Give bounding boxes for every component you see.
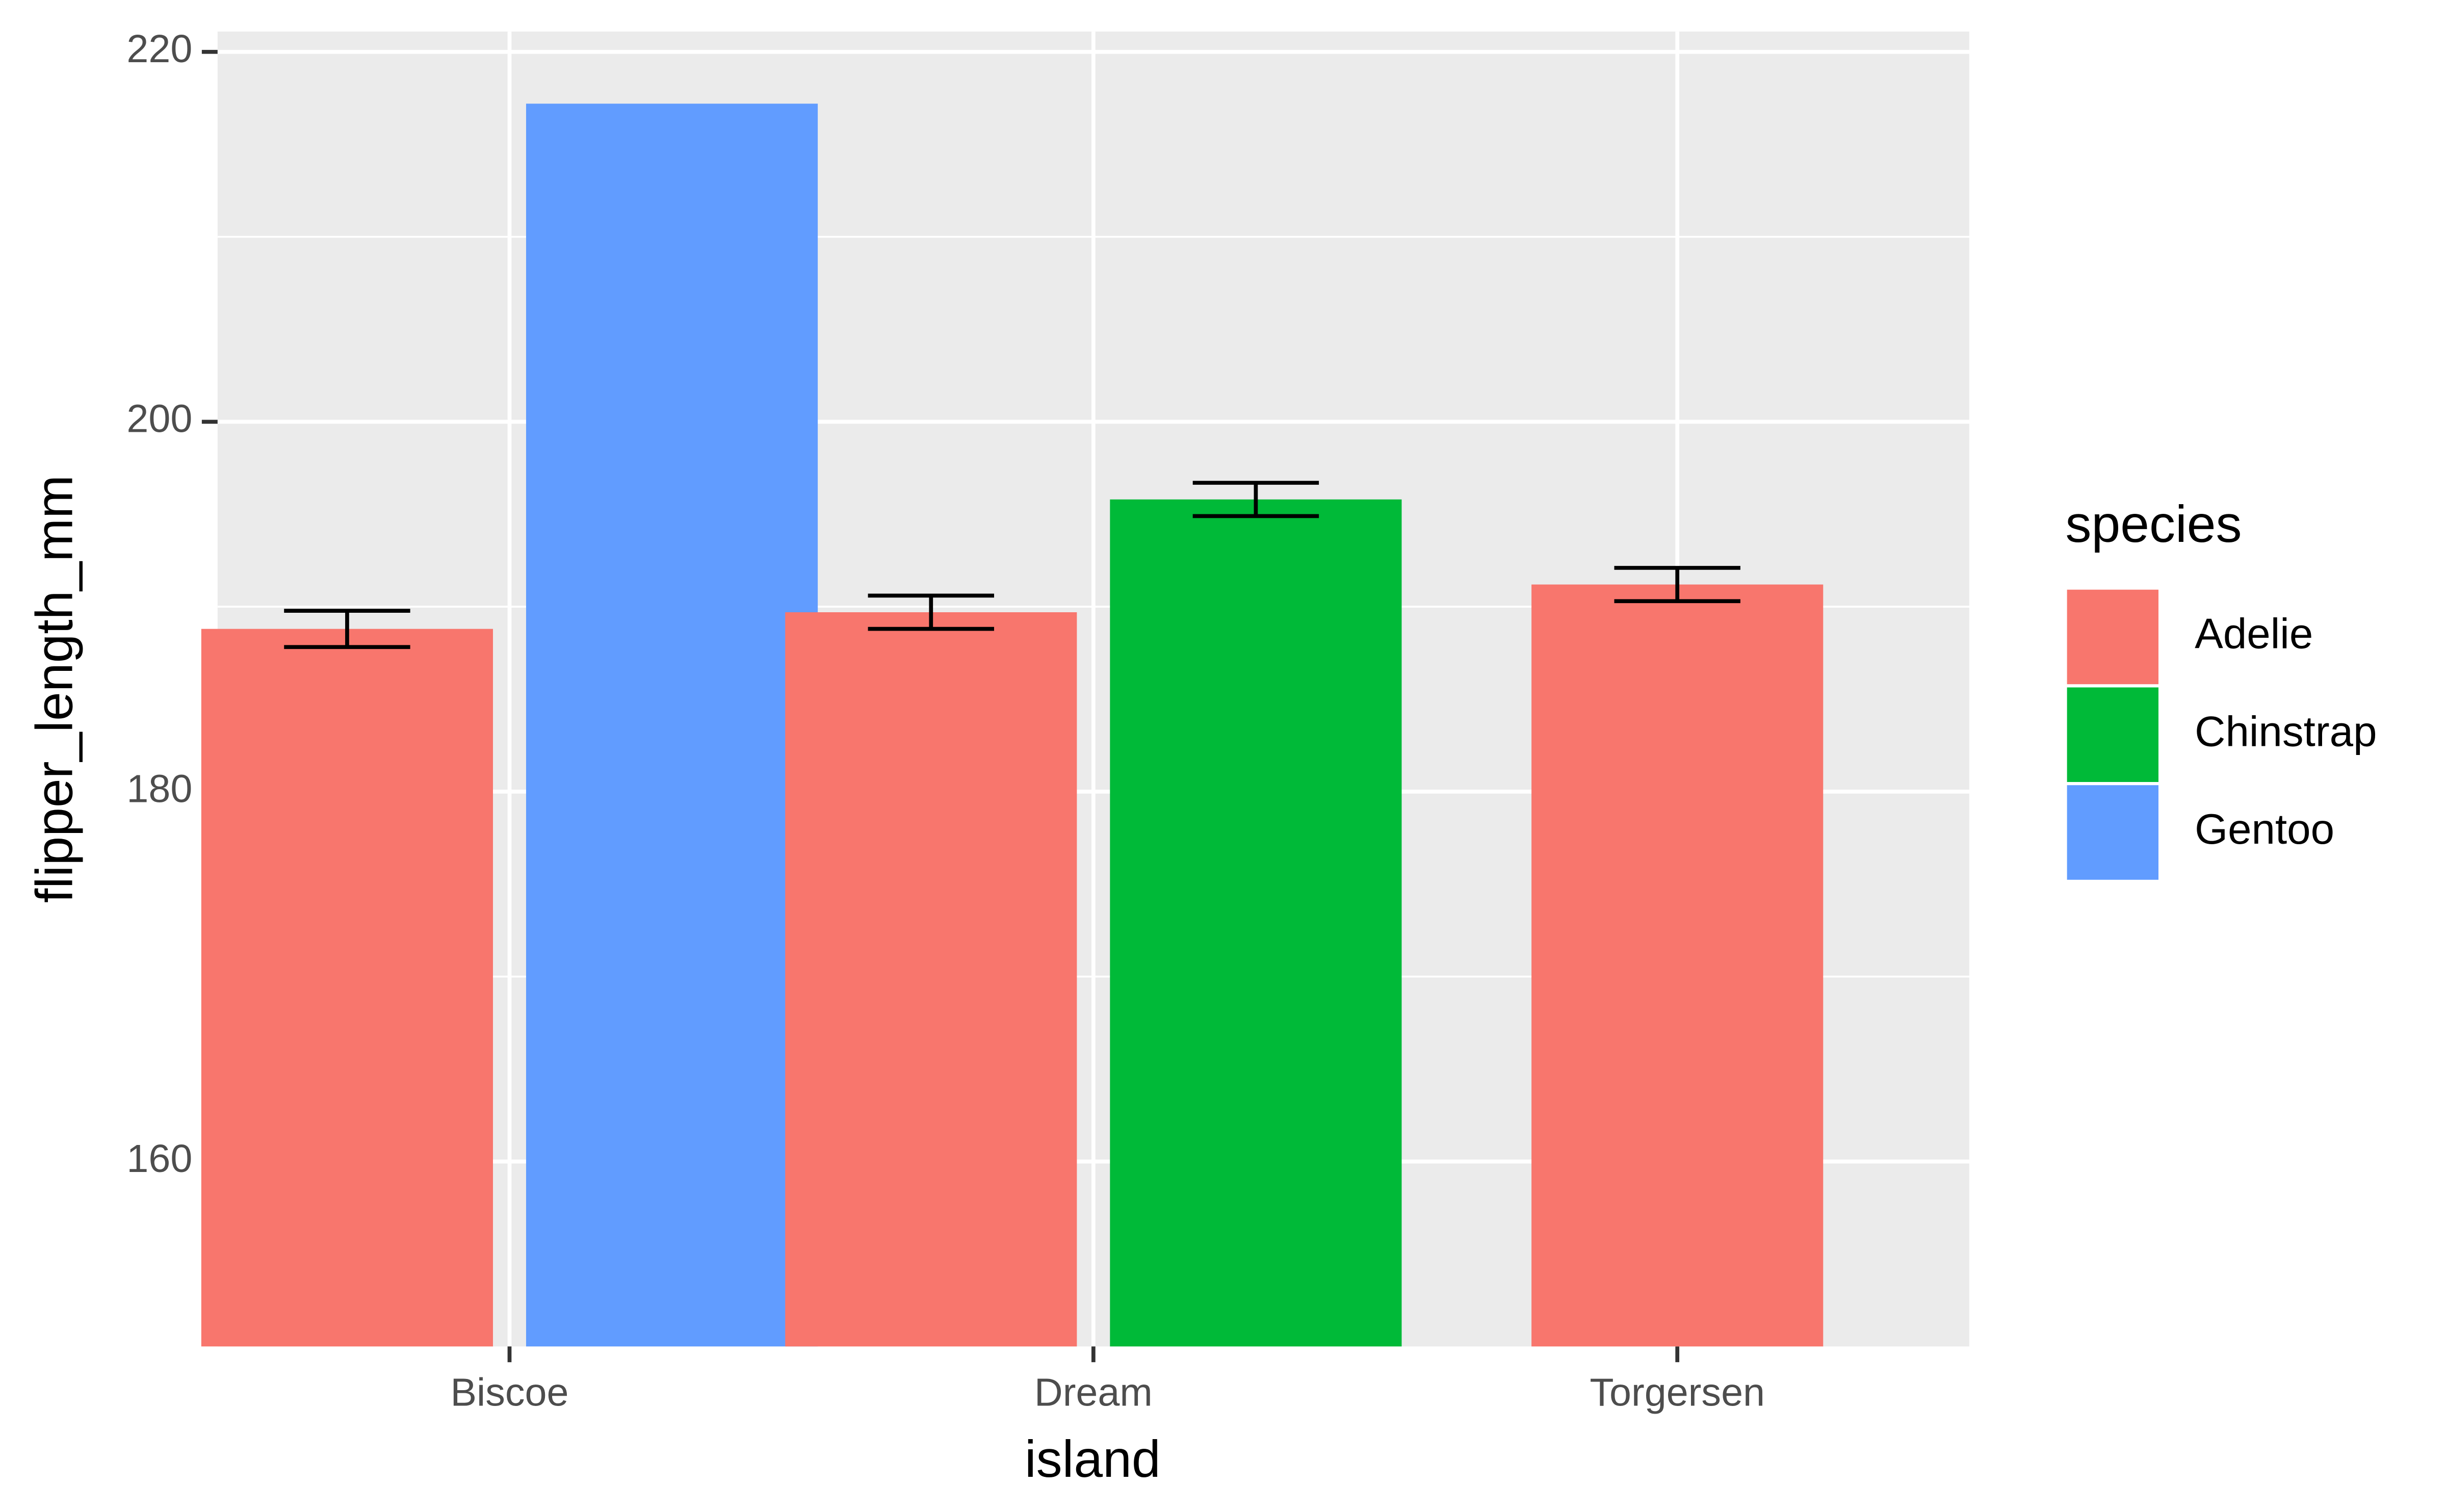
- x-tick-label: Torgersen: [1590, 1371, 1765, 1415]
- x-tick-label: Biscoe: [450, 1371, 568, 1415]
- y-tick-label: 220: [126, 27, 192, 71]
- y-axis-title: flipper_length_mm: [25, 475, 83, 903]
- bar: [1531, 584, 1824, 1347]
- legend-title: species: [2066, 495, 2242, 553]
- bar: [1110, 499, 1402, 1347]
- error-bar: [1614, 566, 1740, 604]
- legend-key: [2064, 782, 2162, 883]
- error-bar: [284, 609, 410, 649]
- x-tick-label: Dream: [1034, 1371, 1153, 1415]
- y-tick-label: 160: [126, 1137, 192, 1181]
- legend-key: [2064, 586, 2162, 688]
- y-tick-label: 180: [126, 767, 192, 811]
- legend-label: Chinstrap: [2195, 707, 2377, 755]
- bar: [526, 103, 818, 1347]
- x-axis-title: island: [1025, 1430, 1161, 1488]
- error-bar: [868, 593, 994, 631]
- legend-label: Adelie: [2195, 610, 2313, 658]
- error-bar: [1192, 481, 1319, 518]
- legend-key: [2064, 684, 2162, 786]
- bar: [201, 629, 493, 1347]
- legend-label: Gentoo: [2195, 805, 2334, 853]
- y-tick-label: 200: [126, 397, 192, 441]
- bar: [785, 612, 1077, 1347]
